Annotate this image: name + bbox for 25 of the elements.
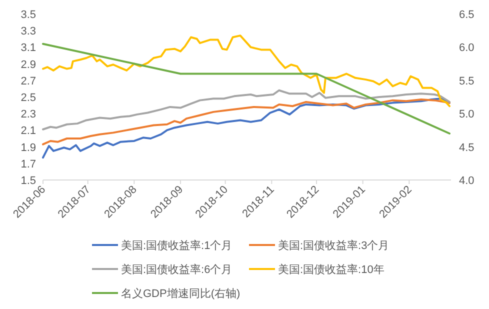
y2-tick-label: 5.0 xyxy=(459,108,474,121)
y-tick-label: 1.9 xyxy=(20,142,36,154)
y-tick-label: 2.1 xyxy=(20,125,36,138)
y-tick-label: 2.9 xyxy=(20,58,36,71)
line-series xyxy=(42,98,451,146)
y2-tick-label: 4.0 xyxy=(459,175,474,187)
y2-tick-label: 5.5 xyxy=(459,75,474,88)
y-tick-label: 1.5 xyxy=(20,175,36,187)
y-tick-label: 2.3 xyxy=(20,108,36,121)
y2-tick-label: 6.0 xyxy=(459,42,474,54)
y-tick-label: 3.5 xyxy=(20,9,36,21)
legend-label: 美国:国债收益率:3个月 xyxy=(278,239,390,252)
line-series xyxy=(42,89,451,130)
line-series xyxy=(42,34,451,108)
y-tick-label: 1.7 xyxy=(20,158,36,170)
y2-tick-label: 6.5 xyxy=(459,9,474,21)
legend-label: 美国:国债收益率:10年 xyxy=(278,263,384,276)
legend-label: 美国:国债收益率:1个月 xyxy=(121,239,232,252)
legend-label: 美国:国债收益率:6个月 xyxy=(121,263,232,276)
y-tick-label: 3.1 xyxy=(20,42,36,54)
y-tick-label: 3.3 xyxy=(20,26,36,38)
y-tick-label: 2.7 xyxy=(20,75,36,88)
legend-label: 名义GDP增速同比(右轴) xyxy=(121,287,240,300)
y2-tick-label: 4.5 xyxy=(459,142,474,154)
y-tick-label: 2.5 xyxy=(20,92,36,104)
